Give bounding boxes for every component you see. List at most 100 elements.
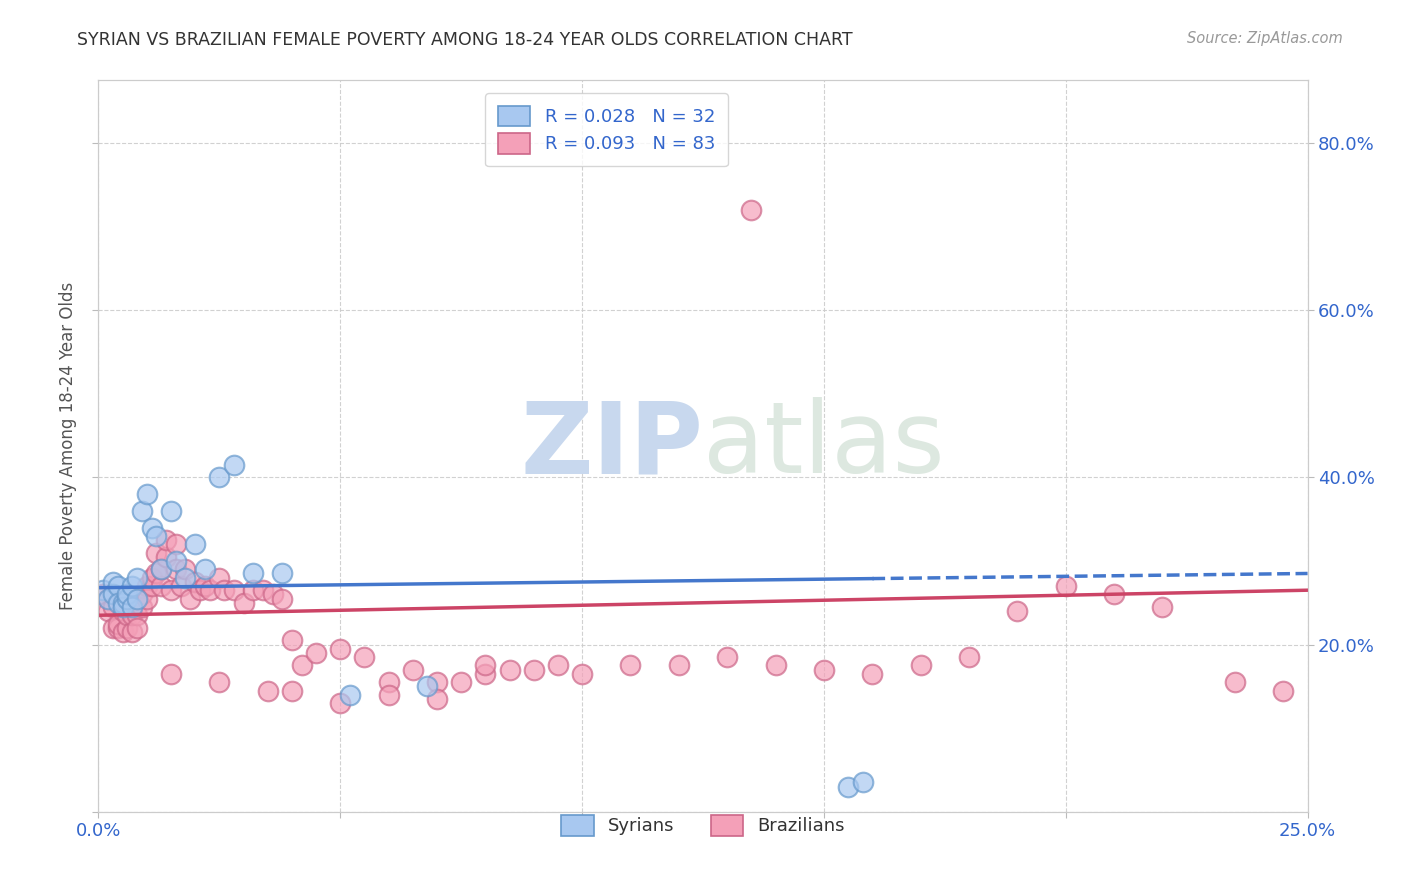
- Point: [402, 663, 425, 677]
- Y-axis label: Female Poverty Among 18-24 Year Olds: Female Poverty Among 18-24 Year Olds: [59, 282, 77, 610]
- Point: [121, 599, 143, 614]
- Point: [131, 599, 153, 614]
- Point: [281, 633, 304, 648]
- Point: [547, 658, 569, 673]
- Point: [145, 545, 167, 559]
- Point: [117, 621, 139, 635]
- Point: [290, 658, 312, 673]
- Point: [107, 596, 129, 610]
- Point: [194, 579, 217, 593]
- Point: [141, 571, 163, 585]
- Point: [523, 663, 546, 677]
- Point: [127, 571, 149, 585]
- Point: [232, 596, 254, 610]
- Point: [716, 650, 738, 665]
- Point: [91, 583, 114, 598]
- Point: [135, 579, 157, 593]
- Point: [107, 621, 129, 635]
- Point: [91, 587, 114, 601]
- Point: [256, 683, 278, 698]
- Point: [127, 591, 149, 606]
- Point: [165, 537, 187, 551]
- Point: [619, 658, 641, 673]
- Point: [271, 591, 294, 606]
- Point: [474, 658, 496, 673]
- Point: [242, 566, 264, 581]
- Point: [107, 579, 129, 593]
- Point: [155, 533, 177, 547]
- Point: [416, 679, 439, 693]
- Point: [150, 562, 173, 576]
- Point: [740, 202, 762, 217]
- Point: [208, 470, 231, 484]
- Point: [426, 691, 449, 706]
- Point: [150, 579, 173, 593]
- Point: [668, 658, 690, 673]
- Point: [121, 625, 143, 640]
- Point: [1054, 579, 1077, 593]
- Point: [101, 621, 124, 635]
- Point: [117, 608, 139, 623]
- Point: [160, 504, 183, 518]
- Text: atlas: atlas: [703, 398, 945, 494]
- Point: [121, 608, 143, 623]
- Point: [101, 599, 124, 614]
- Text: SYRIAN VS BRAZILIAN FEMALE POVERTY AMONG 18-24 YEAR OLDS CORRELATION CHART: SYRIAN VS BRAZILIAN FEMALE POVERTY AMONG…: [77, 31, 853, 49]
- Point: [127, 608, 149, 623]
- Point: [174, 571, 197, 585]
- Text: ZIP: ZIP: [520, 398, 703, 494]
- Point: [305, 646, 328, 660]
- Point: [117, 587, 139, 601]
- Point: [765, 658, 787, 673]
- Point: [141, 520, 163, 534]
- Point: [377, 675, 399, 690]
- Point: [474, 666, 496, 681]
- Point: [1152, 599, 1174, 614]
- Point: [111, 599, 134, 614]
- Point: [1223, 675, 1246, 690]
- Point: [222, 583, 245, 598]
- Point: [117, 591, 139, 606]
- Point: [852, 775, 875, 789]
- Point: [160, 666, 183, 681]
- Point: [188, 583, 211, 598]
- Point: [184, 574, 207, 589]
- Point: [910, 658, 932, 673]
- Point: [222, 458, 245, 472]
- Point: [111, 596, 134, 610]
- Point: [329, 696, 352, 710]
- Point: [135, 487, 157, 501]
- Point: [174, 562, 197, 576]
- Point: [339, 688, 361, 702]
- Point: [101, 587, 124, 601]
- Point: [262, 587, 284, 601]
- Point: [107, 616, 129, 631]
- Point: [353, 650, 375, 665]
- Point: [131, 587, 153, 601]
- Point: [184, 537, 207, 551]
- Point: [141, 579, 163, 593]
- Text: Source: ZipAtlas.com: Source: ZipAtlas.com: [1187, 31, 1343, 46]
- Point: [117, 587, 139, 601]
- Point: [155, 549, 177, 564]
- Point: [281, 683, 304, 698]
- Point: [150, 562, 173, 576]
- Point: [145, 566, 167, 581]
- Point: [1007, 604, 1029, 618]
- Point: [131, 504, 153, 518]
- Point: [165, 562, 187, 576]
- Point: [271, 566, 294, 581]
- Point: [426, 675, 449, 690]
- Point: [97, 604, 120, 618]
- Point: [111, 604, 134, 618]
- Point: [252, 583, 274, 598]
- Point: [179, 591, 201, 606]
- Point: [212, 583, 235, 598]
- Point: [860, 666, 883, 681]
- Point: [121, 579, 143, 593]
- Point: [145, 529, 167, 543]
- Point: [101, 574, 124, 589]
- Point: [837, 780, 859, 794]
- Point: [165, 554, 187, 568]
- Point: [198, 583, 221, 598]
